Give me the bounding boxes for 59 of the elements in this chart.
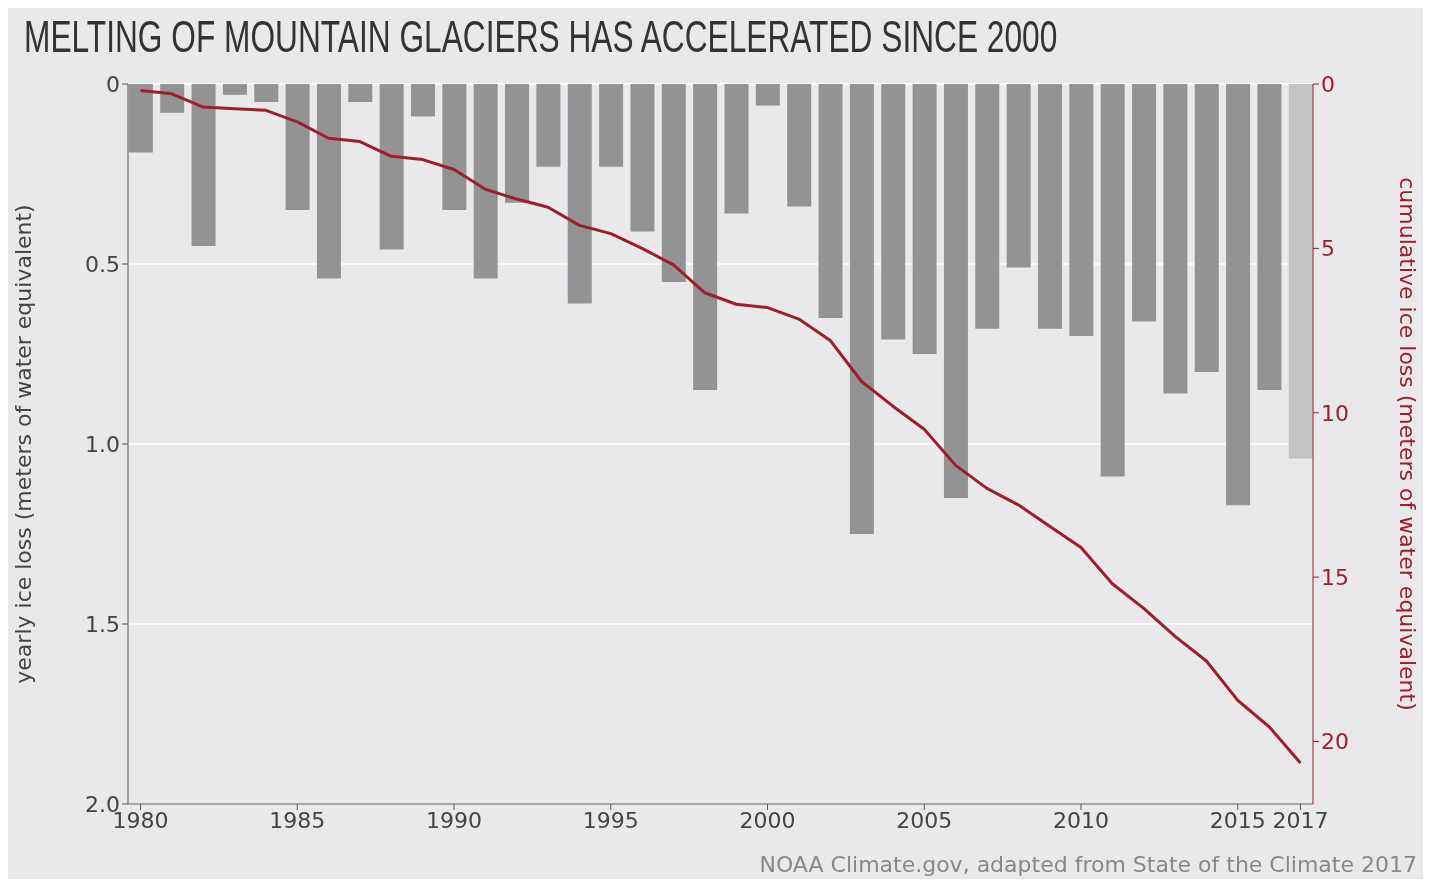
bar bbox=[379, 84, 404, 250]
bar bbox=[1257, 84, 1282, 390]
y-axis-title: yearly ice loss (meters of water equivalent) bbox=[10, 204, 36, 684]
y2-tick-label: 5 bbox=[1321, 236, 1335, 262]
x-tick-label: 2005 bbox=[896, 807, 953, 833]
y2-axis-title: cumulative ice loss (meters of water equivalent) bbox=[1395, 177, 1421, 711]
bar bbox=[787, 84, 812, 207]
y-tick-label: 1.0 bbox=[85, 431, 120, 457]
bar bbox=[536, 84, 561, 167]
bar bbox=[724, 84, 749, 214]
bar bbox=[1163, 84, 1188, 394]
bar bbox=[818, 84, 843, 318]
x-tick-label: 2000 bbox=[739, 807, 796, 833]
bar bbox=[912, 84, 937, 354]
text: NOAA Climate.gov, adapted from State of the Climate 2017 bbox=[759, 852, 1417, 877]
bar bbox=[254, 84, 279, 102]
bar bbox=[1288, 84, 1313, 459]
x-tick-label: 1990 bbox=[426, 807, 483, 833]
bar bbox=[661, 84, 686, 282]
bar bbox=[348, 84, 373, 102]
y2-tick-label: 15 bbox=[1321, 564, 1349, 590]
x-tick-label: 1995 bbox=[582, 807, 639, 833]
chart-title: MELTING OF MOUNTAIN GLACIERS HAS ACCELERATED SINCE 2000 bbox=[24, 12, 1058, 62]
bar bbox=[1100, 84, 1125, 477]
y2-tick-label: 10 bbox=[1321, 400, 1349, 426]
y-tick-label: 0.5 bbox=[85, 251, 120, 277]
y2-tick-label: 0 bbox=[1321, 71, 1335, 97]
bar bbox=[411, 84, 436, 117]
bar bbox=[128, 84, 153, 153]
bar bbox=[1006, 84, 1031, 268]
bar bbox=[1226, 84, 1251, 506]
bar bbox=[1132, 84, 1157, 322]
bar bbox=[881, 84, 906, 340]
bar bbox=[191, 84, 216, 246]
bar bbox=[567, 84, 592, 304]
line-series bbox=[139, 89, 1302, 765]
y2-tick-label: 20 bbox=[1321, 729, 1349, 755]
bar bbox=[630, 84, 655, 232]
bar bbox=[1069, 84, 1094, 336]
bar bbox=[943, 84, 968, 498]
x-tick-label: 2017 bbox=[1272, 807, 1329, 833]
x-tick-label: 2010 bbox=[1053, 807, 1110, 833]
bar bbox=[975, 84, 1000, 329]
x-tick-label: 1985 bbox=[269, 807, 326, 833]
bar bbox=[473, 84, 498, 279]
bar bbox=[442, 84, 467, 210]
bar bbox=[1037, 84, 1062, 329]
bar bbox=[222, 84, 247, 95]
x-tick-label: 2015 bbox=[1209, 807, 1266, 833]
bar bbox=[316, 84, 341, 279]
bar bbox=[755, 84, 780, 106]
bar bbox=[849, 84, 874, 534]
bar bbox=[1194, 84, 1219, 372]
y-tick-label: 0 bbox=[106, 71, 120, 97]
bar bbox=[285, 84, 310, 210]
y-tick-label: 1.5 bbox=[85, 611, 120, 637]
bar bbox=[599, 84, 624, 167]
bar bbox=[693, 84, 718, 390]
bar bbox=[505, 84, 530, 203]
